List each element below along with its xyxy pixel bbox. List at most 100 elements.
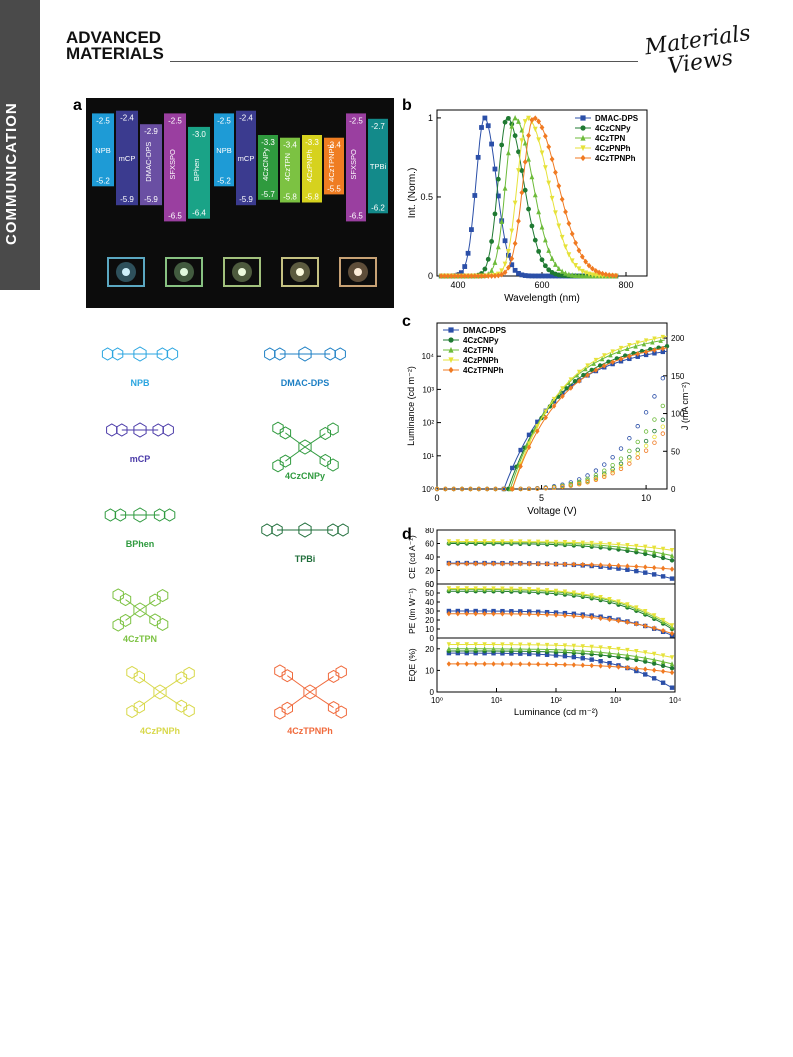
luminance-point [574, 372, 580, 378]
data-point [446, 586, 452, 592]
data-point [491, 646, 496, 652]
right-layer-lumo-label: -2.7 [371, 122, 385, 131]
data-point [539, 224, 545, 230]
current-point [610, 468, 615, 474]
ring [272, 459, 284, 473]
current-point [493, 486, 498, 492]
data-point [660, 668, 666, 675]
ring [279, 454, 292, 468]
data-point [580, 591, 585, 597]
data-point [539, 273, 545, 279]
legend-label: DMAC-DPS [595, 114, 639, 123]
ring [112, 588, 124, 602]
data-point [660, 663, 666, 668]
molecule-structure [274, 664, 347, 720]
data-point [519, 168, 525, 173]
data-point [502, 269, 508, 276]
data-point [598, 594, 603, 600]
data-point [518, 611, 523, 617]
bond [139, 599, 156, 611]
data-point [502, 238, 508, 244]
left-layer-lumo-label: -2.5 [96, 116, 110, 125]
data-point [546, 143, 552, 150]
molecule-name: 4CzTPN [123, 634, 157, 644]
data-point [569, 230, 575, 237]
data-point [482, 611, 487, 617]
data-point [593, 272, 599, 279]
data-point [569, 258, 575, 264]
left-layer-name: SFXSPO [168, 149, 177, 180]
ring [298, 346, 312, 362]
device-photo [165, 257, 203, 287]
right-layer-name: 4CzTPNPh [327, 144, 336, 182]
current-point [526, 486, 532, 492]
data-point [532, 237, 538, 243]
data-point [500, 642, 505, 648]
current-point [660, 376, 666, 381]
luminance-point [535, 428, 540, 434]
luminance-point [614, 356, 620, 361]
current-point [510, 486, 515, 492]
molecule-structure [104, 507, 176, 523]
bond [139, 676, 161, 693]
data-point [579, 272, 585, 279]
data-point [610, 272, 615, 279]
data-point [566, 271, 572, 277]
luminance-line [509, 339, 665, 490]
molecular-structures: NPB DMAC-DPS mCP 4CzCNPy BPhen TPBi 4CzTPN 4CzP… [101, 346, 349, 736]
data-point [549, 255, 555, 261]
current-point [484, 486, 490, 492]
data-point [475, 273, 481, 279]
y2-tick-label: 0 [671, 485, 676, 494]
data-point [669, 566, 675, 572]
data-point [509, 586, 514, 592]
x-tick-label: 400 [450, 280, 465, 290]
data-point [489, 267, 494, 273]
data-point [495, 243, 501, 250]
legend-label: 4CzTPNPh [463, 366, 504, 375]
bond [304, 446, 326, 461]
device-glow [348, 262, 368, 282]
luminance-point [564, 386, 569, 391]
y-axis-label: EQE (%) [407, 648, 417, 682]
data-point [491, 661, 496, 667]
current-point [643, 443, 649, 449]
data-point [542, 165, 548, 171]
data-point [669, 661, 675, 667]
data-point [625, 652, 630, 658]
luminance-point [635, 340, 640, 346]
data-point [527, 642, 532, 648]
x-tick-label: 800 [618, 280, 633, 290]
data-point [651, 651, 657, 657]
data-point [500, 651, 505, 656]
y-tick-label: 10⁰ [422, 485, 434, 494]
left-layer-lumo-label: -2.4 [120, 114, 134, 123]
right-layer-bar [302, 135, 322, 203]
ring [133, 700, 145, 714]
data-point [473, 661, 478, 667]
device-emission [122, 268, 130, 276]
data-point [482, 646, 487, 652]
ring [156, 589, 169, 603]
current-point [618, 461, 624, 466]
data-point [607, 660, 612, 666]
data-point [669, 669, 675, 676]
data-point [509, 661, 514, 667]
y-tick-label: 10 [425, 625, 434, 634]
current-point [660, 431, 666, 436]
data-point [527, 651, 532, 657]
data-point [516, 118, 521, 124]
data-point [553, 561, 559, 567]
data-point [527, 587, 532, 593]
bond [139, 691, 161, 708]
bond [139, 609, 156, 621]
data-point [500, 646, 505, 652]
molecule-name: DMAC-DPS [281, 378, 330, 388]
data-point [573, 239, 578, 246]
data-point [458, 270, 464, 276]
luminance-point [664, 344, 670, 349]
data-point [598, 541, 603, 547]
y-tick-label: 0 [430, 580, 435, 589]
molecule-structure [261, 522, 349, 538]
legend-marker [448, 357, 454, 364]
